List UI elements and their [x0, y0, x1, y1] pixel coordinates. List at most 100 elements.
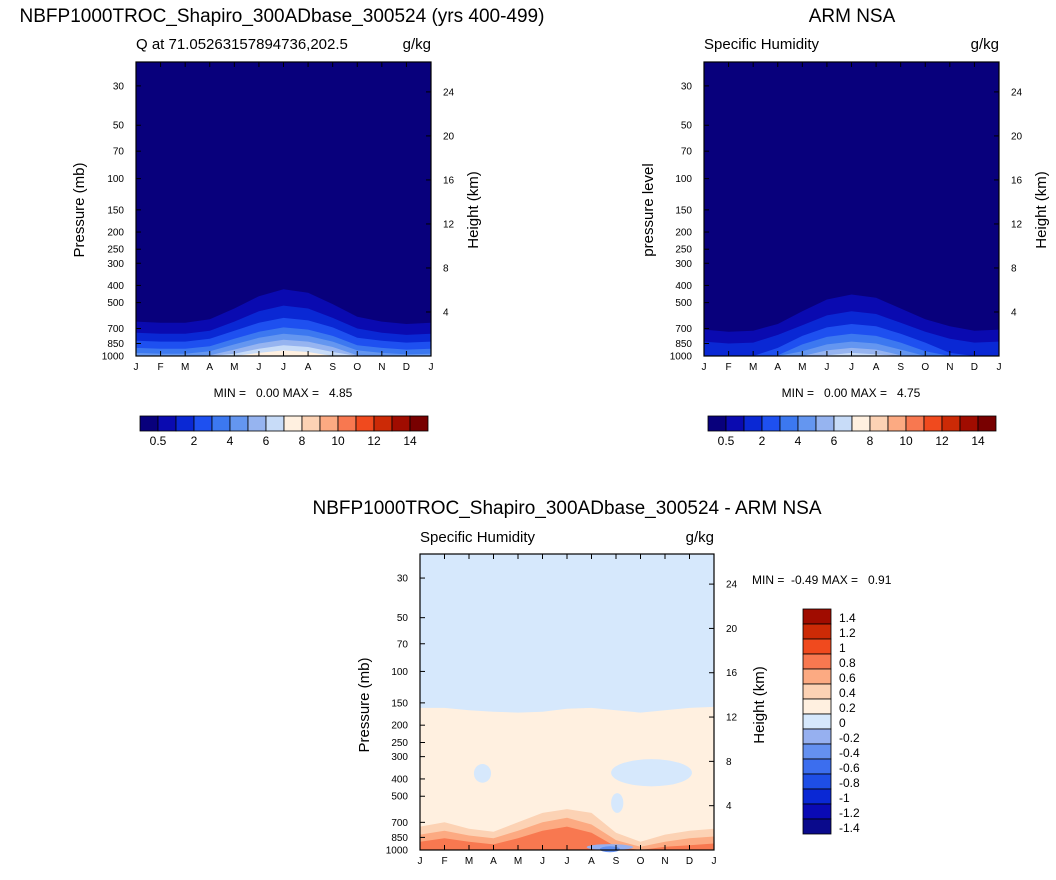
y-tick-label: 150: [391, 698, 408, 709]
y-tick-label: 70: [113, 147, 125, 158]
colorbar-label: 2: [191, 434, 198, 448]
panel1-right-string: g/kg: [403, 36, 431, 53]
x-tick-label: F: [158, 362, 164, 373]
colorbar-label: 0.4: [839, 686, 856, 700]
colorbar-swatch: [802, 653, 832, 670]
colorbar-swatch: [802, 773, 832, 790]
colorbar-swatch: [802, 728, 832, 745]
x-tick-label: J: [824, 362, 829, 373]
colorbar-swatch: [725, 415, 745, 432]
y-tick-label: 50: [397, 613, 409, 624]
x-tick-label: A: [305, 362, 312, 373]
x-tick-label: J: [540, 856, 545, 867]
right-tick-label: 20: [1011, 131, 1023, 142]
x-tick-label: A: [490, 856, 497, 867]
colorbar-label: -1.2: [839, 806, 860, 820]
negative-patch-core: [599, 846, 620, 853]
right-tick-label: 24: [1011, 87, 1023, 98]
y-tick-label: 200: [107, 228, 124, 239]
colorbar-swatch: [761, 415, 781, 432]
colorbar-swatch: [802, 713, 832, 730]
colorbar-label: 2: [759, 434, 766, 448]
y-tick-label: 100: [391, 667, 408, 678]
negative-patch: [611, 793, 624, 813]
panel3-right-axis-label: Height (km): [751, 666, 768, 744]
right-tick-label: 8: [1011, 263, 1017, 274]
y-tick-label: 1000: [102, 352, 125, 363]
y-tick-label: 700: [675, 324, 692, 335]
y-tick-label: 250: [107, 245, 124, 256]
colorbar-swatch: [157, 415, 177, 432]
colorbar-swatch: [802, 758, 832, 775]
x-tick-label: O: [637, 856, 645, 867]
colorbar-swatch: [707, 415, 727, 432]
x-tick-label: O: [353, 362, 361, 373]
colorbar-label: 0.2: [839, 701, 856, 715]
x-tick-label: J: [281, 362, 286, 373]
x-tick-label: J: [849, 362, 854, 373]
right-tick-label: 20: [726, 624, 738, 635]
colorbar-swatch: [355, 415, 375, 432]
x-tick-label: N: [946, 362, 953, 373]
colorbar-swatch: [337, 415, 357, 432]
y-tick-label: 200: [675, 228, 692, 239]
negative-patch: [473, 764, 492, 783]
colorbar-swatch: [802, 743, 832, 760]
colorbar-swatch: [802, 638, 832, 655]
colorbar-swatch: [175, 415, 195, 432]
colorbar-swatch: [905, 415, 925, 432]
panel2-axes: J F M A M J J A S O N D J 30 50 70 100 150 200 250 300 400 500…: [670, 61, 1023, 373]
right-tick-label: 16: [443, 175, 455, 186]
y-tick-label: 150: [675, 205, 692, 216]
x-tick-label: A: [774, 362, 781, 373]
y-tick-label: 70: [681, 147, 693, 158]
panel3-plot: Specific Humidity g/kg J F M A M J J A S O N D J 30 50…: [356, 529, 892, 867]
x-tick-label: N: [378, 362, 385, 373]
colorbar-swatch: [959, 415, 979, 432]
right-tick-label: 20: [443, 131, 455, 142]
y-tick-label: 850: [391, 833, 408, 844]
colorbar-label: 0.8: [839, 656, 856, 670]
colorbar-label: 4: [795, 434, 802, 448]
y-tick-label: 700: [391, 818, 408, 829]
colorbar-label: 12: [367, 434, 381, 448]
y-tick-label: 100: [675, 174, 692, 185]
x-tick-label: S: [613, 856, 620, 867]
y-tick-label: 150: [107, 205, 124, 216]
colorbar-label: 12: [935, 434, 949, 448]
panel3-title: NBFP1000TROC_Shapiro_300ADbase_300524 - …: [312, 498, 821, 519]
y-tick-label: 400: [107, 281, 124, 292]
x-tick-label: F: [726, 362, 732, 373]
colorbar-label: 4: [227, 434, 234, 448]
y-tick-label: 100: [107, 174, 124, 185]
colorbar-label: 14: [403, 434, 417, 448]
colorbar-swatch: [815, 415, 835, 432]
y-tick-label: 30: [397, 574, 409, 585]
colorbar-label: 14: [971, 434, 985, 448]
right-tick-label: 8: [443, 263, 449, 274]
x-tick-label: D: [686, 856, 693, 867]
panel2-plot: Specific Humidity g/kg J F M A M J J A S O N D J 30 50…: [640, 36, 1050, 448]
right-tick-label: 24: [726, 580, 738, 591]
colorbar-label: -0.6: [839, 761, 860, 775]
colorbar-label: -0.4: [839, 746, 860, 760]
right-tick-label: 12: [726, 713, 738, 724]
x-tick-label: M: [749, 362, 757, 373]
panel3-left-string: Specific Humidity: [420, 529, 536, 546]
right-tick-label: 16: [1011, 175, 1023, 186]
colorbar-swatch: [802, 683, 832, 700]
colorbar-label: 6: [831, 434, 838, 448]
panel1-colorbar: 0.5 2 4 6 8 10 12 14: [139, 415, 429, 448]
x-tick-label: M: [798, 362, 806, 373]
right-tick-label: 4: [726, 801, 732, 812]
y-tick-label: 500: [675, 298, 692, 309]
colorbar-label: 8: [299, 434, 306, 448]
colorbar-swatch: [977, 415, 997, 432]
panel3-contour-fills: [420, 554, 714, 853]
colorbar-swatch: [797, 415, 817, 432]
y-tick-label: 700: [107, 324, 124, 335]
right-tick-label: 16: [726, 668, 738, 679]
panel2-left-string: Specific Humidity: [704, 36, 820, 53]
panel3-colorbar: 1.41.210.80.60.40.20-0.2-0.4-0.6-0.8-1-1…: [802, 608, 860, 835]
